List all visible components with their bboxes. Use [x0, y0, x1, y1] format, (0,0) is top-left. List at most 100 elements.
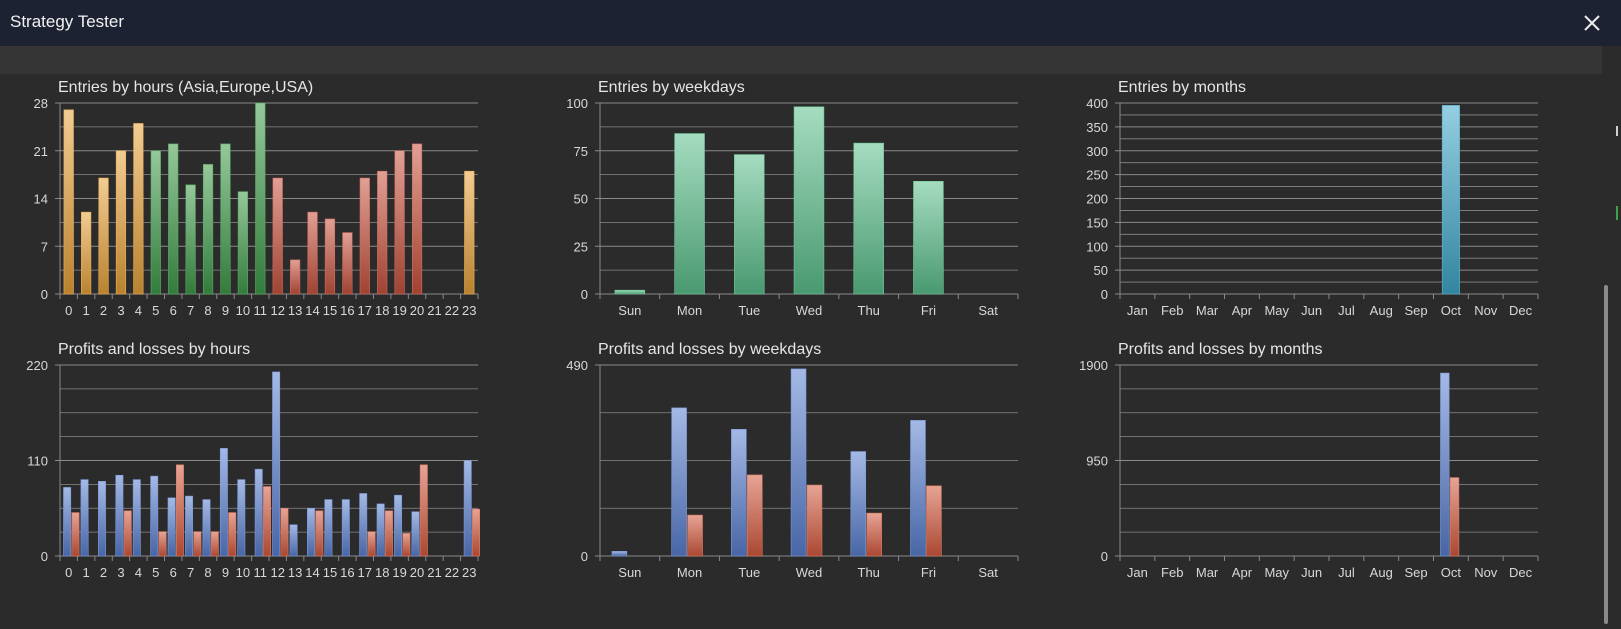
profit-bar — [150, 475, 159, 557]
bar — [168, 143, 179, 295]
x-tick-label: Mar — [1196, 565, 1219, 580]
x-tick-label: 21 — [427, 303, 441, 318]
profit-bar — [731, 429, 747, 557]
y-tick-label: 350 — [1086, 120, 1108, 135]
x-tick-label: May — [1264, 303, 1289, 318]
x-tick-label: 8 — [204, 303, 211, 318]
y-tick-label: 0 — [1101, 287, 1108, 302]
y-tick-label: 0 — [581, 549, 588, 564]
chart-title: Profits and losses by months — [1118, 341, 1323, 358]
profit-bar — [98, 481, 106, 557]
bar — [853, 142, 884, 295]
y-tick-label: 50 — [1094, 263, 1108, 278]
bar — [255, 102, 266, 295]
x-tick-label: Jun — [1301, 303, 1322, 318]
loss-bar — [687, 514, 703, 557]
x-tick-label: 9 — [222, 565, 229, 580]
x-tick-label: 13 — [288, 565, 302, 580]
x-tick-label: Sat — [978, 303, 998, 318]
x-tick-label: Thu — [858, 303, 880, 318]
x-tick-label: 0 — [65, 303, 72, 318]
bar — [63, 109, 74, 295]
chart-svg: 0 25 50 75 100 Sun Mon Tue Wed Thu Fri Sat — [566, 96, 1019, 318]
profit-bar — [202, 499, 211, 557]
x-tick-label: 16 — [340, 303, 354, 318]
x-tick-label: 7 — [187, 565, 194, 580]
x-tick-label: Mar — [1196, 303, 1219, 318]
close-button[interactable] — [1577, 8, 1607, 38]
bar — [411, 143, 423, 295]
bar — [1441, 105, 1460, 295]
profit-bar — [910, 420, 926, 557]
x-tick-label: Wed — [796, 303, 823, 318]
bar — [272, 177, 283, 295]
chart-title: Entries by hours (Asia,Europe,USA) — [58, 79, 314, 96]
bar — [359, 177, 370, 295]
x-tick-label: 21 — [427, 565, 441, 580]
y-tick-label: 0 — [1101, 549, 1108, 564]
y-tick-label: 7 — [41, 239, 48, 254]
x-tick-label: 15 — [323, 303, 337, 318]
bar — [394, 150, 405, 295]
loss-bar — [71, 512, 80, 557]
bar — [377, 170, 388, 295]
y-tick-label: 150 — [1086, 215, 1108, 230]
x-tick-label: Jul — [1338, 565, 1355, 580]
loss-bar — [419, 464, 428, 557]
bar — [307, 211, 318, 295]
bar — [98, 177, 109, 295]
y-tick-label: 950 — [1086, 454, 1108, 469]
x-tick-label: 5 — [152, 565, 159, 580]
chart-pl-by-months: Profits and losses by months 0 950 1900 Jan F… — [1060, 336, 1580, 598]
x-tick-label: 4 — [135, 565, 142, 580]
scrollbar-thumb[interactable] — [1604, 285, 1608, 624]
bar — [614, 289, 646, 295]
x-tick-label: Nov — [1474, 565, 1498, 580]
loss-bar — [806, 484, 823, 557]
bar — [237, 191, 248, 295]
edge-decoration — [1616, 46, 1621, 624]
x-tick-label: 6 — [170, 565, 177, 580]
x-tick-label: 7 — [187, 303, 194, 318]
y-tick-label: 490 — [566, 358, 588, 373]
profit-bar — [115, 474, 124, 557]
profit-bar — [359, 493, 368, 557]
x-tick-label: 15 — [323, 565, 337, 580]
x-tick-label: Dec — [1509, 303, 1533, 318]
bar — [220, 143, 231, 295]
loss-bar — [123, 510, 132, 557]
title-bar: Strategy Tester — [0, 0, 1621, 46]
x-tick-label: Mon — [677, 303, 702, 318]
bar — [734, 154, 765, 295]
profit-bar — [63, 487, 72, 557]
x-tick-label: 20 — [410, 303, 424, 318]
profit-bar — [254, 468, 263, 557]
chart-svg: 0 490 Sun Mon Tue Wed Thu Fri Sat — [566, 358, 1019, 580]
x-tick-label: Feb — [1161, 565, 1183, 580]
profit-bar — [341, 499, 350, 557]
loss-bar — [1449, 477, 1460, 557]
chart-title: Entries by weekdays — [598, 79, 745, 96]
profit-bar — [411, 511, 420, 557]
x-tick-label: Jun — [1301, 565, 1322, 580]
x-tick-label: 3 — [117, 303, 124, 318]
x-tick-label: Apr — [1232, 565, 1253, 580]
profit-bar — [272, 371, 281, 557]
y-tick-label: 400 — [1086, 96, 1108, 111]
profit-bar — [1440, 372, 1450, 557]
bar — [464, 170, 475, 295]
chart-pl-by-hours: Profits and losses by hours 0 110 220 0 1 2 3 4 5… — [0, 336, 520, 598]
profit-bar — [790, 368, 807, 557]
profit-bar — [307, 507, 315, 557]
x-tick-label: Jan — [1127, 565, 1148, 580]
profit-bar — [185, 495, 194, 557]
x-tick-label: 8 — [204, 565, 211, 580]
y-tick-label: 25 — [574, 239, 588, 254]
y-tick-label: 28 — [34, 96, 48, 111]
x-tick-label: 16 — [340, 565, 354, 580]
x-tick-label: 11 — [254, 303, 268, 318]
profit-bar — [850, 451, 867, 557]
x-tick-label: 18 — [375, 565, 389, 580]
loss-bar — [926, 485, 942, 557]
